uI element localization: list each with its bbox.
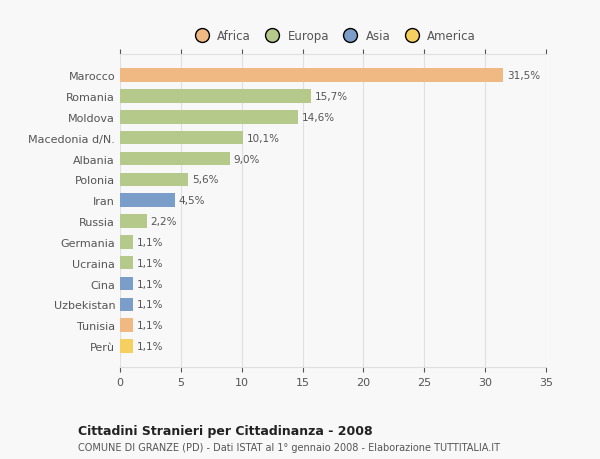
Text: 1,1%: 1,1% [137,258,164,268]
Text: 2,2%: 2,2% [151,217,177,227]
Text: 1,1%: 1,1% [137,237,164,247]
Text: 31,5%: 31,5% [507,71,540,81]
Text: Cittadini Stranieri per Cittadinanza - 2008: Cittadini Stranieri per Cittadinanza - 2… [78,425,373,437]
Bar [120,152,230,166]
Bar [120,215,147,228]
Bar [120,277,133,291]
Text: 1,1%: 1,1% [137,300,164,310]
Bar [120,132,243,145]
Text: 1,1%: 1,1% [137,279,164,289]
Bar [120,340,133,353]
Bar [120,319,133,332]
Bar [120,90,311,104]
Bar [120,235,133,249]
Text: 1,1%: 1,1% [137,320,164,330]
Text: 15,7%: 15,7% [315,92,348,102]
Bar [120,111,298,124]
Bar [120,194,175,207]
Text: 1,1%: 1,1% [137,341,164,351]
Text: 14,6%: 14,6% [301,112,334,123]
Text: 10,1%: 10,1% [247,134,280,143]
Bar [120,173,188,187]
Text: 5,6%: 5,6% [192,175,218,185]
Bar [120,298,133,312]
Text: 9,0%: 9,0% [233,154,260,164]
Bar [120,257,133,270]
Legend: Africa, Europa, Asia, America: Africa, Europa, Asia, America [190,30,476,43]
Text: COMUNE DI GRANZE (PD) - Dati ISTAT al 1° gennaio 2008 - Elaborazione TUTTITALIA.: COMUNE DI GRANZE (PD) - Dati ISTAT al 1°… [78,442,500,452]
Text: 4,5%: 4,5% [178,196,205,206]
Bar [120,69,503,83]
